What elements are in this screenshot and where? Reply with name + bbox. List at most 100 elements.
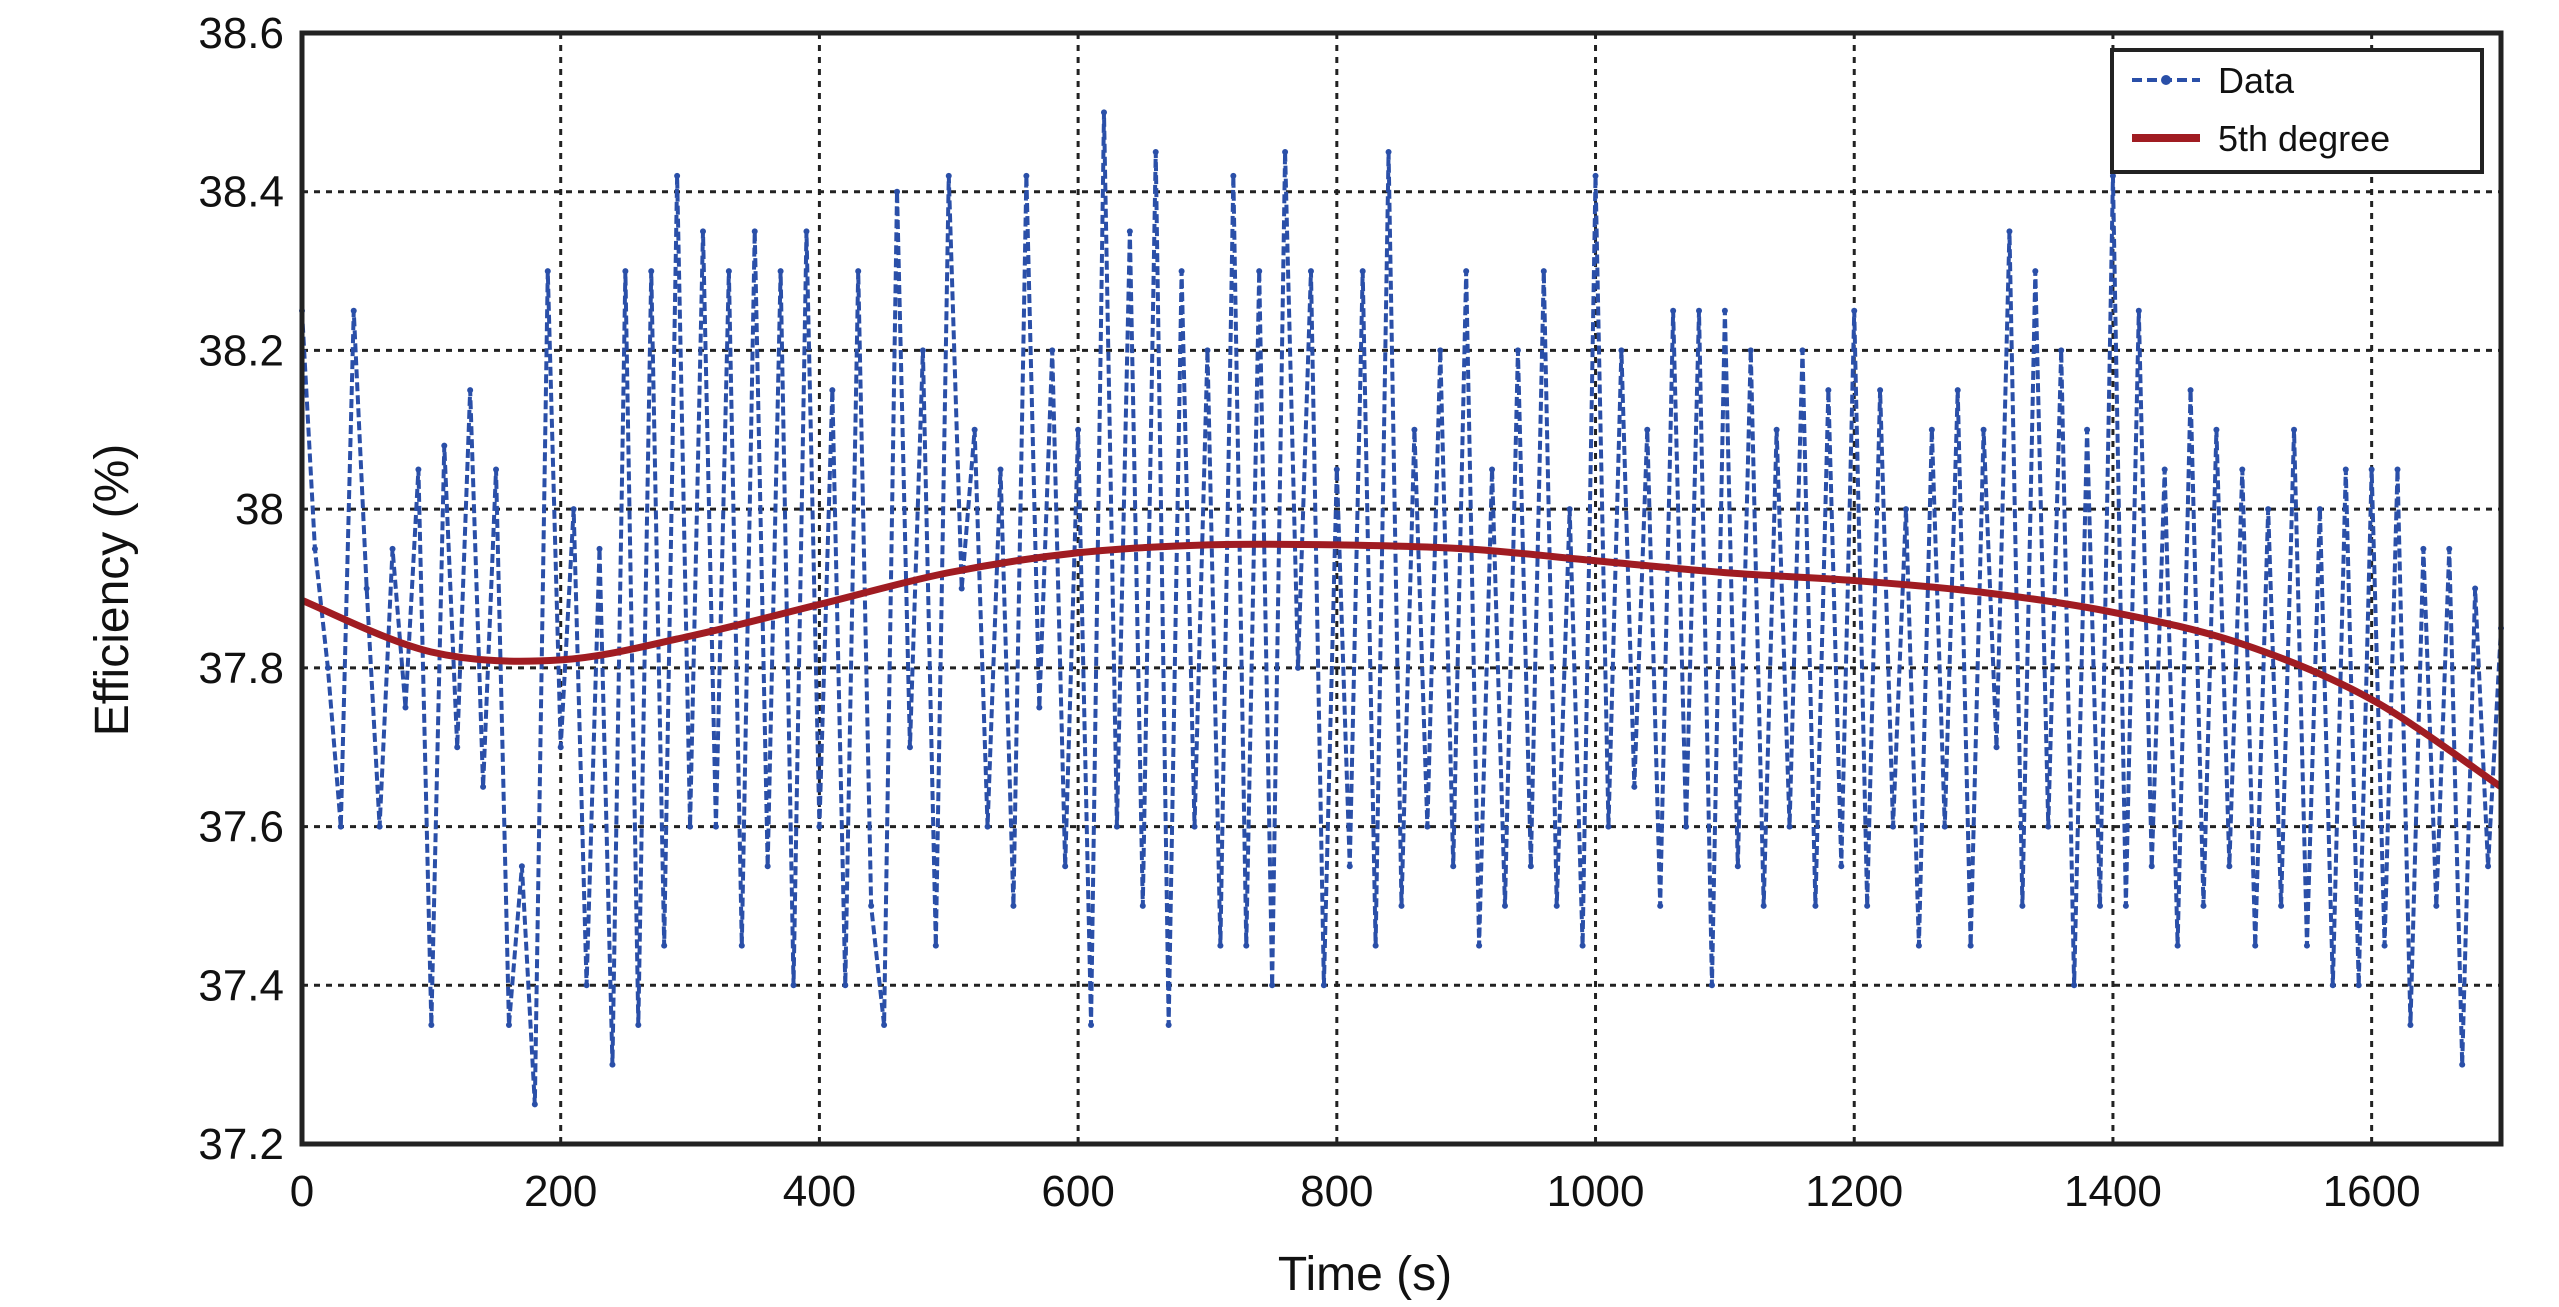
data-point — [725, 268, 732, 275]
data-point — [2355, 982, 2362, 989]
data-point — [2265, 506, 2272, 513]
data-point — [1993, 744, 2000, 751]
data-point — [2148, 863, 2155, 870]
data-point — [1346, 863, 1353, 870]
data-point — [997, 466, 1004, 473]
data-point — [1398, 902, 1405, 909]
data-point — [2420, 545, 2427, 552]
data-point — [1592, 172, 1599, 179]
y-tick-label: 38.4 — [198, 168, 284, 217]
data-point — [337, 823, 344, 830]
data-point — [1514, 347, 1521, 354]
data-point — [2329, 982, 2336, 989]
data-point — [1178, 268, 1185, 275]
data-point — [2446, 545, 2453, 552]
y-tick-label: 38.2 — [198, 326, 284, 375]
data-point — [1489, 466, 1496, 473]
data-point — [1269, 982, 1276, 989]
data-point — [1657, 902, 1664, 909]
plot-frame — [299, 30, 2504, 1147]
data-point — [1605, 823, 1612, 830]
data-point — [945, 172, 952, 179]
data-point — [1928, 426, 1935, 433]
data-point — [1049, 347, 1056, 354]
data-point — [2252, 942, 2259, 949]
data-point — [2342, 466, 2349, 473]
data-point — [2278, 902, 2285, 909]
data-point — [2381, 942, 2388, 949]
data-point — [1890, 823, 1897, 830]
data-point — [1760, 902, 1767, 909]
data-point — [1618, 347, 1625, 354]
data-point — [1191, 823, 1198, 830]
data-point — [2303, 942, 2310, 949]
data-point — [971, 426, 978, 433]
data-point — [2291, 426, 2298, 433]
x-tick-label: 0 — [290, 1167, 314, 1216]
data-point — [932, 942, 939, 949]
x-tick-label: 1000 — [1547, 1167, 1645, 1216]
x-tick-label: 800 — [1300, 1167, 1373, 1216]
data-point — [764, 863, 771, 870]
data-point — [415, 466, 422, 473]
data-point — [2433, 902, 2440, 909]
data-point — [1424, 823, 1431, 830]
data-point — [2058, 347, 2065, 354]
data-point — [1877, 387, 1884, 394]
data-point — [1036, 704, 1043, 711]
data-point — [1734, 863, 1741, 870]
data-point — [1670, 307, 1677, 314]
data-point — [2316, 506, 2323, 513]
data-point — [1631, 783, 1638, 790]
data-point — [1243, 942, 1250, 949]
data-point — [518, 863, 525, 870]
data-point — [2006, 228, 2013, 235]
data-point — [2135, 307, 2142, 314]
data-point — [1683, 823, 1690, 830]
data-point — [635, 1021, 642, 1028]
legend: Data 5th degree — [2110, 48, 2484, 174]
y-tick-label: 37.8 — [198, 644, 284, 693]
data-point — [1579, 942, 1586, 949]
data-point — [2161, 466, 2168, 473]
data-point — [1307, 268, 1314, 275]
data-point — [1088, 1021, 1095, 1028]
data-point — [493, 466, 500, 473]
data-point — [1838, 863, 1845, 870]
data-point — [1023, 172, 1030, 179]
data-point — [1256, 268, 1263, 275]
x-tick-label: 200 — [524, 1167, 597, 1216]
data-point — [1786, 823, 1793, 830]
data-point — [531, 1101, 538, 1108]
data-point — [454, 744, 461, 751]
data-point — [894, 188, 901, 195]
x-tick-label: 1400 — [2064, 1167, 2162, 1216]
x-tick-label: 1200 — [1805, 1167, 1903, 1216]
data-point — [2019, 902, 2026, 909]
data-point — [2084, 426, 2091, 433]
data-point — [777, 268, 784, 275]
data-point — [2200, 902, 2207, 909]
data-point — [803, 228, 810, 235]
data-point — [2071, 982, 2078, 989]
data-point — [2368, 466, 2375, 473]
data-point — [583, 982, 590, 989]
data-point — [816, 823, 823, 830]
data-point — [1062, 863, 1069, 870]
data-point — [1566, 506, 1573, 513]
data-point — [505, 1021, 512, 1028]
data-point — [984, 823, 991, 830]
data-point — [2045, 823, 2052, 830]
data-point — [311, 545, 318, 552]
data-point — [958, 585, 965, 592]
data-point — [467, 387, 474, 394]
data-point — [2472, 585, 2479, 592]
data-point — [1126, 228, 1133, 235]
data-point — [868, 902, 875, 909]
data-point — [2239, 466, 2246, 473]
data-point — [1812, 902, 1819, 909]
legend-box — [2110, 48, 2484, 174]
data-point — [1204, 347, 1211, 354]
data-point — [324, 664, 331, 671]
data-point — [428, 1021, 435, 1028]
